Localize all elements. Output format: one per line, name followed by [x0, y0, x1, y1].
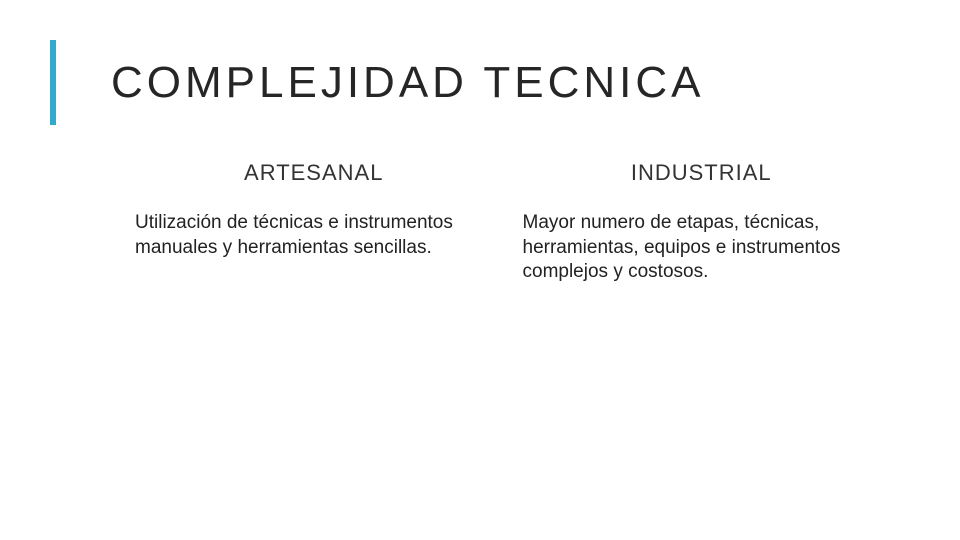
column-industrial: INDUSTRIAL Mayor numero de etapas, técni…: [523, 160, 881, 285]
column-artesanal: ARTESANAL Utilización de técnicas e inst…: [135, 160, 493, 285]
column-body: Mayor numero de etapas, técnicas, herram…: [523, 211, 881, 285]
columns-container: ARTESANAL Utilización de técnicas e inst…: [50, 160, 910, 285]
column-body: Utilización de técnicas e instrumentos m…: [135, 211, 493, 260]
column-heading: INDUSTRIAL: [523, 160, 881, 186]
slide-title: COMPLEJIDAD TECNICA: [111, 58, 705, 108]
column-heading: ARTESANAL: [135, 160, 493, 186]
title-row: COMPLEJIDAD TECNICA: [50, 40, 910, 125]
title-accent-bar: [50, 40, 56, 125]
slide: COMPLEJIDAD TECNICA ARTESANAL Utilizació…: [0, 0, 960, 540]
